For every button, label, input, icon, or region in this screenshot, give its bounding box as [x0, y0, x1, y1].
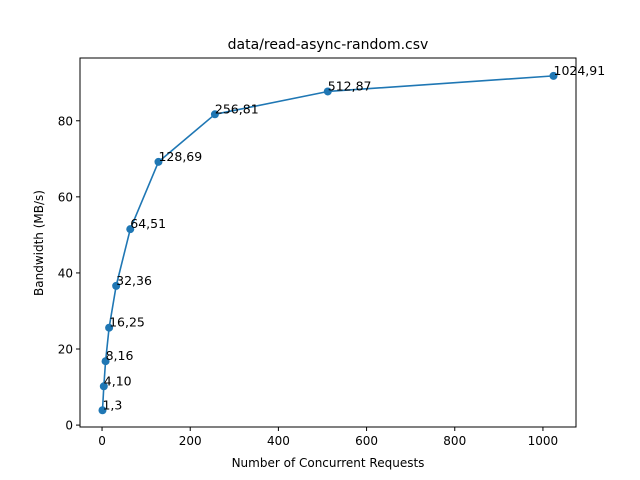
data-label: 64,51	[130, 216, 166, 231]
plot-frame	[79, 57, 577, 428]
series-line	[101, 75, 554, 411]
y-tick-label: 0	[65, 419, 73, 433]
x-tick-label: 200	[179, 434, 202, 448]
data-label: 16,25	[109, 315, 145, 330]
data-point	[98, 406, 107, 415]
data-label: 1024,91	[554, 63, 606, 78]
data-point	[101, 357, 110, 366]
y-tick-label: 20	[58, 343, 73, 357]
data-label: 32,36	[116, 273, 152, 288]
data-point	[99, 382, 108, 391]
data-point	[549, 71, 558, 80]
chart-title: data/read-async-random.csv	[228, 37, 429, 53]
x-tick-label: 800	[443, 434, 466, 448]
data-label: 128,69	[158, 149, 202, 164]
data-label: 4,10	[104, 373, 132, 388]
plot-layer: 0 200 400 600 800 1000 0 20 40 60 80 1,3 4,10 8,16 16,…	[58, 57, 606, 448]
data-point	[112, 281, 121, 290]
y-tick-label: 60	[58, 190, 73, 204]
data-label: 8,16	[106, 348, 134, 363]
x-tick-label: 0	[98, 434, 106, 448]
x-tick-label: 400	[267, 434, 290, 448]
data-point	[323, 87, 332, 96]
data-point	[126, 225, 135, 234]
y-tick-label: 40	[58, 266, 73, 280]
x-axis-label: Number of Concurrent Requests	[232, 456, 425, 470]
data-label: 1,3	[102, 397, 122, 412]
y-axis-label: Bandwidth (MB/s)	[32, 190, 46, 296]
data-label: 512,87	[328, 78, 372, 93]
x-tick-label: 600	[355, 434, 378, 448]
data-point	[154, 157, 163, 166]
data-label: 256,81	[215, 101, 259, 116]
x-tick-label: 1000	[528, 434, 559, 448]
data-point	[210, 110, 219, 119]
data-point	[105, 323, 114, 332]
y-tick-label: 80	[58, 114, 73, 128]
